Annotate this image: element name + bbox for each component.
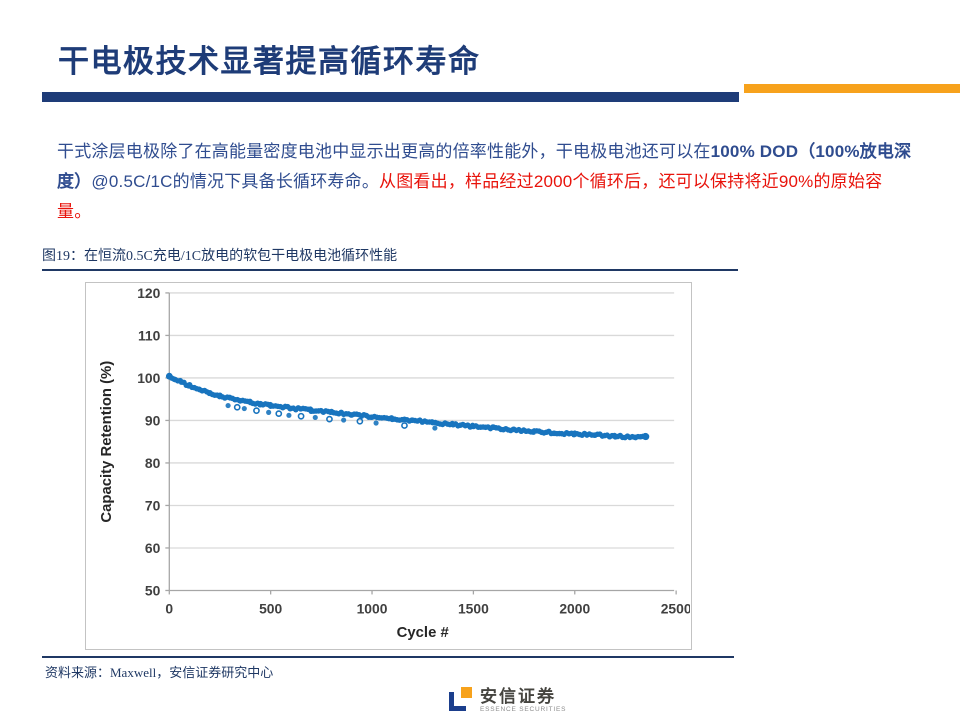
y-tick-label: 60 [145,540,161,556]
y-tick-label: 80 [145,455,161,471]
outlier-point [253,407,260,415]
y-tick-label: 100 [137,370,160,386]
outlier-point [266,409,272,415]
page-title: 干电极技术显著提高循环寿命 [58,44,481,79]
logo-text: 安信证券 ESSENCE SECURITIES [480,687,566,713]
source-divider [42,656,734,658]
company-logo: 安信证券 ESSENCE SECURITIES [449,687,566,713]
x-tick-label: 0 [165,600,173,616]
figure-caption: 图19：在恒流0.5C充电/1C放电的软包干电极电池循环性能 [42,249,398,264]
x-tick-label: 500 [259,600,282,616]
chart-canvas: 50 60 70 80 90 100 110 120 0 500 1000 1500 2000 2500 C… [99,285,690,641]
logo-orange-square [461,687,472,698]
x-axis-title: Cycle # [397,625,450,641]
essence-securities-logo-icon [449,687,473,713]
source-note: 资料来源：Maxwell，安信证券研究中心 [45,665,274,680]
outlier-point [286,412,292,418]
y-axis-title: Capacity Retention (%) [99,361,115,523]
outlier-point [373,420,379,426]
y-tick-label: 110 [138,327,161,343]
body-text-bold: 100% DOD（100%放电深度） [57,142,912,191]
outlier-point [432,425,438,431]
outlier-point [297,412,305,420]
data-point [642,433,650,441]
y-tick-label: 50 [145,582,161,598]
title-underline-bar [42,92,739,102]
outlier-point [401,422,408,429]
logo-blue-l-shape [449,692,466,711]
body-text-normal-2: @0.5C/1C的情况下具备长循环寿命。 [91,172,380,191]
x-tick-label: 1500 [458,600,489,616]
logo-name-cn: 安信证券 [480,687,556,706]
y-tick-label: 120 [137,285,160,301]
y-tick-label: 90 [145,412,161,428]
x-tick-label: 1000 [357,600,388,616]
body-text-normal-1: 干式涂层电极除了在高能量密度电池中显示出更高的倍率性能外，干电极电池还可以在 [57,142,711,161]
outlier-point [275,410,283,418]
x-tick-label: 2000 [559,600,590,616]
outlier-point [225,402,231,409]
data-point [165,372,173,380]
outlier-point [233,403,241,411]
outlier-point [326,415,333,423]
body-paragraph: 干式涂层电极除了在高能量密度电池中显示出更高的倍率性能外，干电极电池还可以在10… [57,137,912,227]
outlier-point [356,417,364,425]
cycle-life-chart: 50 60 70 80 90 100 110 120 0 500 1000 1500 2000 2500 C… [85,282,692,650]
accent-bar [744,84,960,93]
outlier-point [241,405,247,412]
y-tick-label: 70 [145,497,161,513]
body-text-highlight-red: 从图看出，样品经过2000个循环后，还可以保持将近90%的原始容量。 [57,172,883,221]
caption-divider [42,269,738,271]
x-tick-label: 2500 [661,600,690,616]
logo-name-en: ESSENCE SECURITIES [480,706,567,713]
outlier-point [312,414,318,421]
outlier-point [341,417,347,423]
